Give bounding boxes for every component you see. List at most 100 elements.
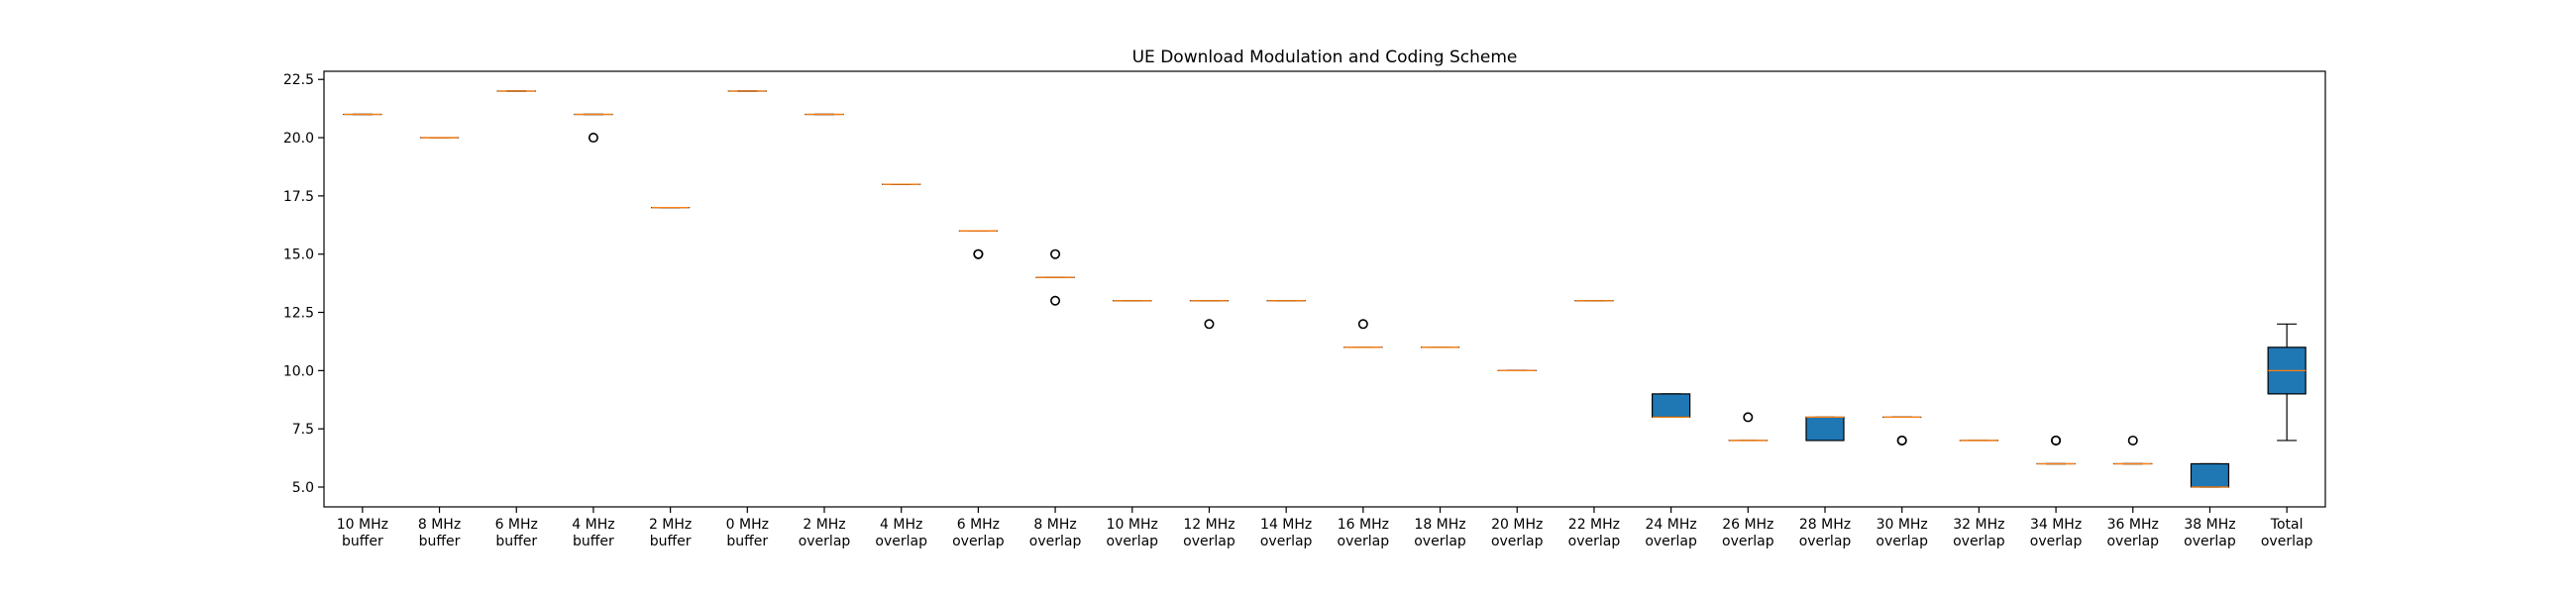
x-tick-label-line2: overlap [1568,534,1621,549]
x-tick-label-line2: overlap [1491,534,1544,549]
x-tick-label: 2 MHz buffer [649,517,692,549]
box-group [1343,319,1383,348]
box-group [2036,435,2076,465]
x-tick-label: 6 MHz buffer [495,517,538,549]
x-tick-label: 4 MHz buffer [572,517,614,549]
x-tick-label: 0 MHz buffer [726,517,769,549]
x-tick-label-line1: 38 MHz [2184,517,2235,533]
x-tick-label-line1: 4 MHz [572,517,614,533]
outlier-point [588,133,598,144]
x-tick-label-line2: overlap [2184,534,2236,549]
outlier-point [973,248,984,259]
outlier-point [2127,435,2138,446]
x-tick-label-line1: 34 MHz [2030,517,2082,533]
x-tick-label-line1: 10 MHz [1107,517,1158,533]
x-tick-label: 10 MHz overlap [1106,517,1158,549]
x-tick-label-line2: overlap [1106,534,1158,549]
x-tick-label-line2: overlap [1183,534,1235,549]
y-tick-label: 17.5 [283,189,314,205]
y-tick-label: 10.0 [283,363,314,379]
x-tick-label-line1: 22 MHz [1568,517,1620,533]
box-group [1728,412,1768,442]
x-tick-label: 6 MHz overlap [952,517,1005,549]
x-tick-label: 34 MHz overlap [2030,517,2083,549]
x-tick-label-line2: overlap [2261,534,2313,549]
x-tick-label-line2: overlap [952,534,1005,549]
outlier-point [1050,295,1061,306]
x-tick-label: 10 MHz buffer [337,517,388,549]
x-tick-label: 36 MHz overlap [2106,517,2159,549]
x-tick-label-line2: buffer [650,534,692,549]
outlier-point [1357,319,1368,330]
x-tick-label-line1: 14 MHz [1260,517,1312,533]
x-tick-label-line2: buffer [726,534,768,549]
x-tick-label-line2: overlap [1799,534,1852,549]
x-tick-label: 32 MHz overlap [1953,517,2005,549]
x-tick-label: 20 MHz overlap [1491,517,1544,549]
y-tick-label: 20.0 [283,131,314,147]
x-tick-label-line1: Total [2270,517,2304,533]
x-tick-label-line1: 10 MHz [337,517,388,533]
x-tick-label-line2: overlap [1029,534,1082,549]
x-tick-label-line1: 4 MHz [880,517,922,533]
x-tick-label: 26 MHz overlap [1722,517,1774,549]
box-group [1035,248,1075,306]
x-tick-label-line1: 2 MHz [803,517,845,533]
x-tick-label-line2: buffer [419,534,461,549]
x-tick-label-line1: 12 MHz [1183,517,1234,533]
x-tick-label-line2: buffer [573,534,614,549]
y-axis: 5.0 7.5 10.0 12.5 15.0 17.5 20.0 22.5 [283,72,324,496]
x-tick-label-line1: 32 MHz [1953,517,2004,533]
x-tick-label-line1: 2 MHz [649,517,692,533]
x-tick-label-line2: overlap [1953,534,2005,549]
box-iqr [1652,393,1691,419]
y-tick-label: 15.0 [283,248,314,263]
x-tick-label-line1: 28 MHz [1799,517,1851,533]
box-group [2267,323,2307,442]
x-tick-label: 28 MHz overlap [1799,517,1852,549]
x-tick-label-line2: overlap [799,534,851,549]
box-group [1805,416,1845,442]
x-tick-label-line2: overlap [1722,534,1774,549]
outlier-point [1896,435,1907,446]
x-tick-label: 22 MHz overlap [1568,517,1621,549]
x-tick-label-line1: 16 MHz [1338,517,1389,533]
x-tick-label-line2: buffer [342,534,383,549]
x-tick-label-line2: overlap [1260,534,1313,549]
x-tick-label: 4 MHz overlap [875,517,927,549]
box-group [1652,393,1691,419]
plot-frame [323,70,2326,508]
box-group [1189,300,1230,330]
x-tick-label: 16 MHz overlap [1338,517,1390,549]
box-group [2113,435,2153,465]
x-tick-label: 14 MHz overlap [1260,517,1313,549]
x-tick-label-line2: overlap [2106,534,2159,549]
x-tick-label-line2: overlap [875,534,927,549]
y-tick-label: 5.0 [292,480,314,496]
y-tick-label: 7.5 [292,422,314,438]
x-tick-label-line1: 6 MHz [957,517,1000,533]
x-tick-label-line2: overlap [2030,534,2083,549]
box-group [958,230,998,259]
outlier-point [1050,248,1061,259]
box-iqr [2190,462,2230,488]
y-tick-label: 22.5 [283,72,314,88]
x-tick-label-line1: 18 MHz [1414,517,1465,533]
x-tick-label-line1: 6 MHz [495,517,538,533]
x-tick-label: 2 MHz overlap [799,517,851,549]
x-tick-label: 18 MHz overlap [1414,517,1466,549]
plot-marks [343,90,2307,488]
x-tick-label-line1: 36 MHz [2107,517,2159,533]
box-iqr [1805,416,1845,442]
x-tick-label: Total overlap [2261,517,2313,549]
x-tick-label-line1: 8 MHz [1033,517,1076,533]
x-tick-label: 30 MHz overlap [1876,517,1928,549]
x-tick-label: 8 MHz overlap [1029,517,1082,549]
x-tick-label-line1: 0 MHz [726,517,769,533]
x-tick-label-line2: overlap [1414,534,1466,549]
x-tick-label-line2: overlap [1645,534,1697,549]
x-tick-label-line1: 8 MHz [418,517,461,533]
